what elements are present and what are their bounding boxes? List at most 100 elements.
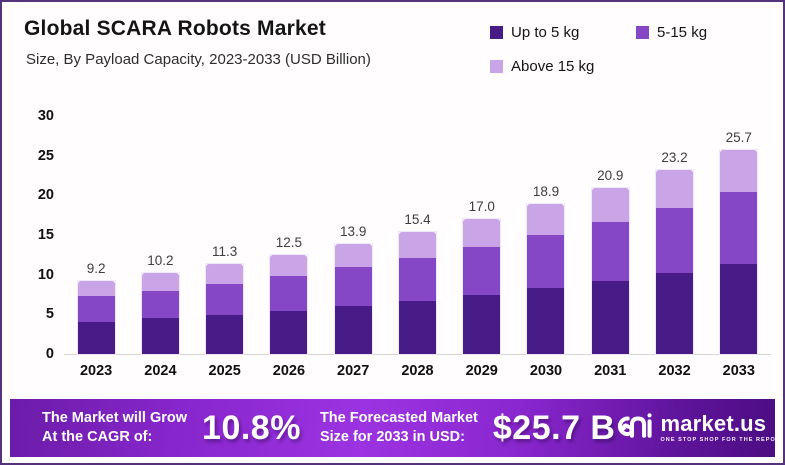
bar-segment-2033-above-15-kg [720, 150, 758, 193]
legend-item-0: Up to 5 kg [490, 24, 636, 41]
bar-segment-2030-above-15-kg [527, 204, 565, 236]
bottom-banner: The Market will Grow At the CAGR of: 10.… [10, 399, 783, 457]
bar-stack [527, 204, 565, 354]
bar-stack [270, 254, 308, 354]
chart-legend: Up to 5 kg 5-15 kg Above 15 kg [490, 24, 707, 75]
bar-stack [463, 219, 501, 354]
bar-segment-2024-above-15-kg [141, 273, 179, 292]
bar-segment-2028-above-15-kg [398, 231, 436, 259]
y-axis-tick-10: 10 [37, 266, 54, 283]
bar-segment-2025-above-15-kg [206, 264, 244, 285]
bar-group-2025: 11.3 2025 [206, 116, 244, 379]
bar-segment-2026-up-to-5-kg [270, 311, 308, 354]
legend-label: Above 15 kg [511, 58, 595, 75]
marketus-logo: market.us ONE STOP SHOP FOR THE REPORTS [615, 410, 785, 447]
x-axis-label-2032: 2032 [658, 363, 691, 379]
bar-group-2023: 9.2 2023 [77, 116, 115, 379]
y-axis-tick-0: 0 [45, 346, 54, 362]
bar-total-label: 25.7 [725, 130, 752, 146]
bar-total-label: 20.9 [597, 168, 624, 184]
cagr-label-line1: The Market will Grow [42, 410, 188, 427]
bar-stack [334, 243, 372, 354]
marketus-logo-icon [615, 410, 653, 447]
x-axis-label-2023: 2023 [79, 363, 113, 379]
bar-group-2031: 20.9 2031 [591, 116, 629, 379]
bar-segment-2032-5-15-kg [656, 208, 694, 274]
forecast-label: The Forecasted Market Size for 2033 in U… [320, 409, 478, 447]
bar-total-label: 23.2 [661, 149, 688, 165]
legend-swatch-icon [636, 26, 649, 39]
bar-group-2029: 17.0 2029 [463, 116, 501, 379]
legend-label: 5-15 kg [657, 24, 708, 41]
bar-group-2027: 13.9 2027 [334, 116, 372, 379]
bar-segment-2029-above-15-kg [463, 219, 501, 247]
bar-segment-2025-up-to-5-kg [206, 315, 244, 354]
bar-segment-2028-up-to-5-kg [398, 300, 436, 354]
bar-segment-2030-up-to-5-kg [527, 288, 565, 354]
bar-segment-2024-up-to-5-kg [141, 318, 179, 354]
bar-segment-2032-up-to-5-kg [656, 273, 694, 354]
bar-stack [206, 264, 244, 354]
bar-total-label: 13.9 [340, 223, 367, 239]
bar-group-2024: 10.2 2024 [141, 116, 179, 379]
x-axis-label-2025: 2025 [208, 363, 241, 379]
bar-total-label: 12.5 [275, 234, 303, 250]
bar-segment-2024-5-15-kg [141, 291, 179, 319]
bar-stack [720, 150, 758, 354]
bar-total-label: 9.2 [86, 261, 106, 277]
x-axis-label-2030: 2030 [529, 363, 563, 379]
bar-stack [398, 231, 436, 354]
bar-total-label: 15.4 [404, 211, 431, 227]
bar-segment-2023-up-to-5-kg [77, 322, 115, 354]
bar-segment-2033-5-15-kg [720, 192, 758, 265]
bar-group-2032: 23.2 2032 [656, 116, 694, 379]
y-axis-tick-30: 30 [37, 108, 54, 124]
bar-segment-2029-5-15-kg [463, 246, 501, 296]
legend-swatch-icon [490, 60, 503, 73]
x-axis-label-2028: 2028 [401, 363, 434, 379]
y-axis-tick-15: 15 [37, 227, 54, 243]
bar-segment-2023-above-15-kg [77, 281, 115, 297]
bar-segment-2032-above-15-kg [656, 169, 694, 209]
bar-segment-2030-5-15-kg [527, 235, 565, 289]
marketus-logo-textblock: market.us ONE STOP SHOP FOR THE REPORTS [660, 411, 785, 444]
legend-label: Up to 5 kg [511, 24, 580, 41]
bar-segment-2023-5-15-kg [77, 296, 115, 323]
bar-total-label: 18.9 [532, 184, 560, 200]
bar-segment-2027-up-to-5-kg [334, 305, 372, 354]
bar-segment-2033-up-to-5-kg [720, 264, 758, 354]
y-axis-tick-5: 5 [45, 306, 54, 323]
bar-group-2033: 25.7 2033 [720, 116, 758, 379]
bar-total-label: 11.3 [212, 244, 238, 260]
cagr-label-line2: At the CAGR of: [42, 429, 153, 445]
bar-segment-2029-up-to-5-kg [463, 295, 501, 354]
marketus-logo-tagline: ONE STOP SHOP FOR THE REPORTS [660, 437, 785, 443]
bar-stack [656, 169, 694, 354]
bar-total-label: 10.2 [147, 253, 174, 269]
bar-stack [141, 273, 179, 354]
bar-segment-2031-up-to-5-kg [591, 281, 629, 354]
bar-segment-2028-5-15-kg [398, 258, 436, 301]
page-title: Global SCARA Robots Market [24, 17, 326, 40]
stacked-bar-chart: 9.2 2023 10.2 2024 11.3 2025 12.5 2026 13.9 2027 1… [64, 116, 771, 379]
bar-segment-2027-above-15-kg [334, 243, 372, 267]
x-axis-label-2027: 2027 [337, 363, 370, 379]
forecast-label-line2: Size for 2033 in USD: [319, 429, 465, 445]
legend-item-1: 5-15 kg [636, 24, 707, 41]
bar-group-2028: 15.4 2028 [398, 116, 436, 379]
bar-segment-2031-above-15-kg [591, 188, 629, 223]
x-axis-label-2033: 2033 [722, 363, 755, 379]
page-subtitle: Size, By Payload Capacity, 2023-2033 (US… [26, 51, 371, 68]
x-axis-label-2026: 2026 [272, 363, 306, 379]
bar-total-label: 17.0 [468, 199, 495, 215]
bar-segment-2026-above-15-kg [270, 254, 308, 277]
bar-segment-2031-5-15-kg [591, 222, 629, 281]
marketus-logo-name: market.us [660, 411, 767, 436]
bar-stack [77, 281, 115, 354]
x-axis-label-2029: 2029 [465, 363, 498, 379]
y-axis-tick-20: 20 [37, 187, 54, 204]
forecast-value: $25.7 B [492, 408, 616, 447]
cagr-value: 10.8% [202, 408, 301, 447]
bar-segment-2027-5-15-kg [334, 266, 372, 306]
